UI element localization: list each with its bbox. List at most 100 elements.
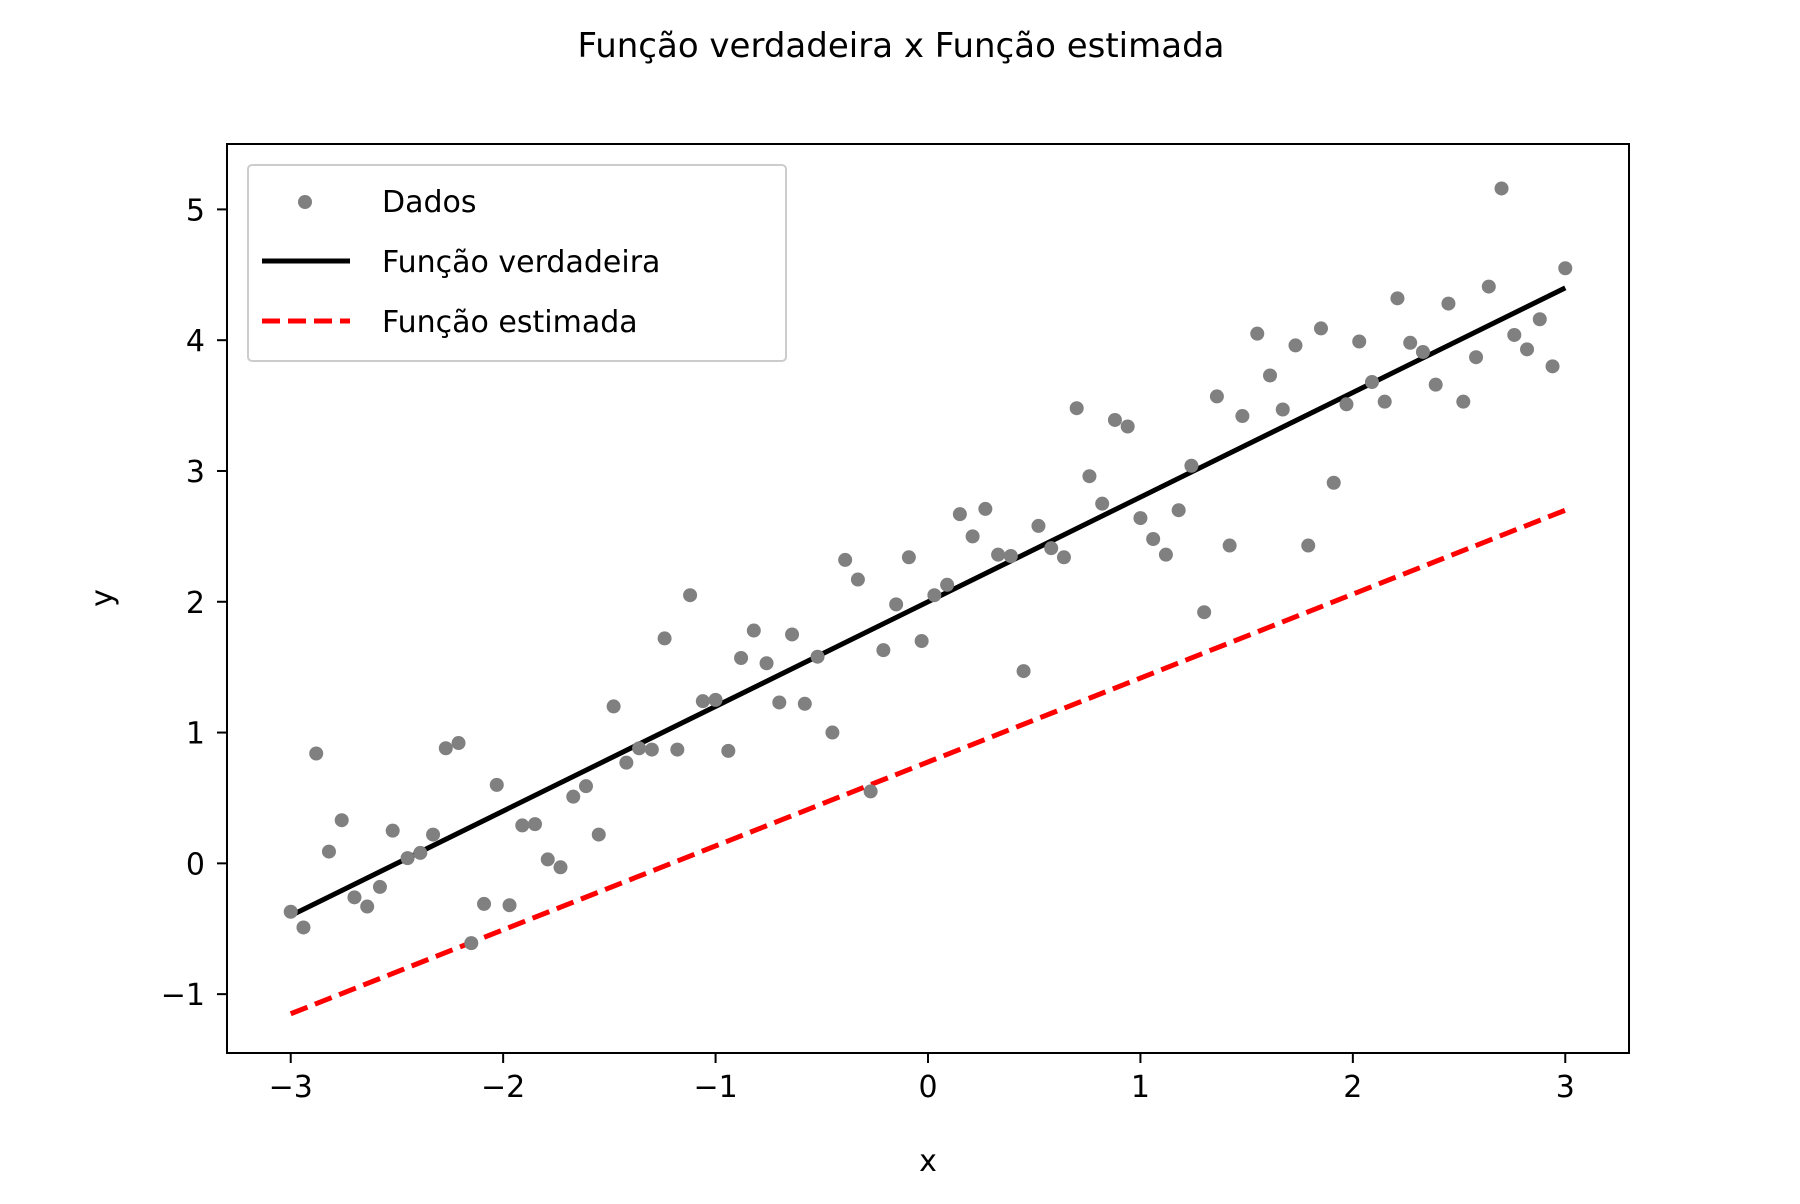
data-point — [1250, 326, 1265, 341]
y-axis: −1 0 1 2 3 4 5 — [161, 193, 227, 1013]
data-point — [321, 844, 336, 859]
data-point — [657, 631, 672, 646]
data-point — [1263, 368, 1278, 383]
data-point — [746, 623, 761, 638]
data-point — [1403, 335, 1418, 350]
data-point — [1352, 334, 1367, 349]
data-point — [1364, 375, 1379, 390]
data-point — [451, 736, 466, 751]
data-point — [1313, 321, 1328, 336]
data-point — [670, 742, 685, 757]
data-point — [400, 851, 415, 866]
data-point — [1301, 538, 1316, 553]
data-point — [772, 695, 787, 710]
data-point — [1339, 397, 1354, 412]
data-point — [876, 643, 891, 658]
data-point — [619, 755, 634, 770]
data-point — [1441, 296, 1456, 311]
data-point — [347, 890, 362, 905]
data-point — [759, 656, 774, 671]
x-tick-label: 3 — [1556, 1070, 1575, 1105]
data-point — [553, 860, 568, 875]
data-point — [838, 552, 853, 567]
data-point — [1532, 312, 1547, 327]
data-point — [1222, 538, 1237, 553]
data-point — [1209, 389, 1224, 404]
data-point — [1184, 458, 1199, 473]
data-point — [1003, 548, 1018, 563]
legend-entry-estimated-function: Função estimada — [262, 305, 638, 340]
data-point — [360, 899, 375, 914]
data-point — [489, 777, 504, 792]
legend-box — [247, 164, 787, 362]
data-point — [1016, 664, 1031, 679]
data-point — [927, 588, 942, 603]
data-point — [1288, 338, 1303, 353]
data-point — [566, 789, 581, 804]
data-point — [1146, 531, 1161, 546]
x-tick-label: 1 — [1131, 1070, 1150, 1105]
data-point — [1133, 511, 1148, 526]
data-point — [708, 692, 723, 707]
legend-marker-data — [298, 195, 312, 209]
data-point — [914, 634, 929, 649]
data-point — [426, 827, 441, 842]
y-tick-label: 2 — [186, 586, 205, 621]
data-point — [978, 501, 993, 516]
x-tick-label: −2 — [481, 1070, 525, 1105]
data-point — [1326, 475, 1341, 490]
data-point — [1056, 550, 1071, 565]
data-point — [785, 627, 800, 642]
data-point — [825, 725, 840, 740]
y-tick-label: −1 — [161, 978, 205, 1013]
legend-entry-true-function: Função verdadeira — [262, 245, 660, 280]
data-point — [1120, 419, 1135, 434]
data-point — [952, 507, 967, 522]
true-function-line — [289, 285, 1567, 918]
data-point — [1082, 469, 1097, 484]
y-tick-label: 3 — [186, 455, 205, 490]
data-point — [283, 904, 298, 919]
data-point — [413, 845, 428, 860]
data-point — [797, 696, 812, 711]
data-point — [1469, 350, 1484, 365]
data-point — [385, 823, 400, 838]
data-point — [644, 742, 659, 757]
data-point — [683, 588, 698, 603]
x-tick-label: 0 — [918, 1070, 937, 1105]
data-point — [1171, 503, 1186, 518]
data-point — [477, 896, 492, 911]
data-point — [1507, 327, 1522, 342]
data-point — [901, 550, 916, 565]
data-point — [863, 784, 878, 799]
data-point — [309, 746, 324, 761]
chart-title: Função verdadeira x Função estimada — [578, 26, 1225, 66]
legend-entry-data: Dados — [298, 185, 477, 220]
data-point — [810, 649, 825, 664]
data-point — [1415, 344, 1430, 359]
data-point — [632, 741, 647, 756]
data-point — [1481, 279, 1496, 294]
data-point — [296, 920, 311, 935]
data-point — [515, 818, 530, 833]
x-tick-label: −3 — [269, 1070, 313, 1105]
data-point — [334, 813, 349, 828]
x-tick-label: −1 — [693, 1070, 737, 1105]
y-tick-label: 1 — [186, 717, 205, 752]
data-point — [464, 936, 479, 951]
y-tick-label: 4 — [186, 324, 205, 359]
data-point — [1390, 291, 1405, 306]
legend-label-true-function: Função verdadeira — [382, 245, 660, 280]
data-point — [1494, 181, 1509, 196]
legend-label-estimated-function: Função estimada — [382, 305, 638, 340]
data-point — [1377, 394, 1392, 409]
data-point — [502, 898, 517, 913]
data-point — [606, 699, 621, 714]
data-point — [1520, 342, 1535, 357]
data-point — [965, 529, 980, 544]
data-point — [372, 879, 387, 894]
data-point — [438, 741, 453, 756]
data-point — [1044, 541, 1059, 556]
